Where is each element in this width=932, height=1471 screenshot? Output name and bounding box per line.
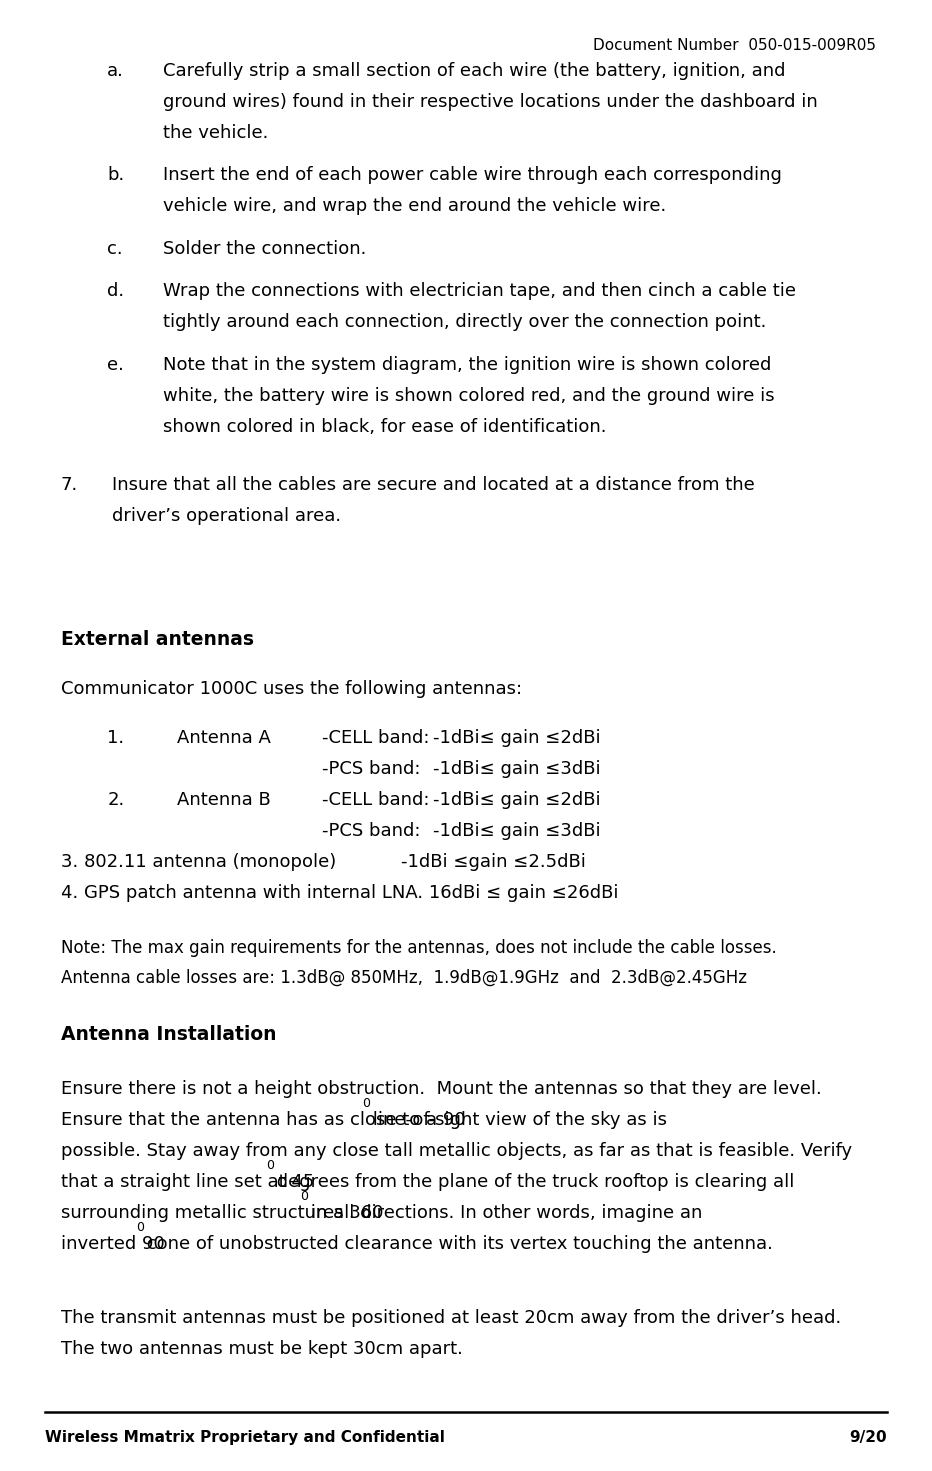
Text: 0: 0 [266, 1159, 274, 1172]
Text: tightly around each connection, directly over the connection point.: tightly around each connection, directly… [163, 313, 766, 331]
Text: e.: e. [107, 356, 124, 374]
Text: Insert the end of each power cable wire through each corresponding: Insert the end of each power cable wire … [163, 166, 782, 184]
Text: b.: b. [107, 166, 125, 184]
Text: Antenna B: Antenna B [177, 791, 271, 809]
Text: 0: 0 [136, 1221, 144, 1234]
Text: the vehicle.: the vehicle. [163, 124, 268, 141]
Text: d.: d. [107, 282, 124, 300]
Text: -1dBi≤ gain ≤3dBi: -1dBi≤ gain ≤3dBi [433, 761, 601, 778]
Text: The two antennas must be kept 30cm apart.: The two antennas must be kept 30cm apart… [61, 1340, 462, 1358]
Text: driver’s operational area.: driver’s operational area. [112, 507, 341, 525]
Text: Communicator 1000C uses the following antennas:: Communicator 1000C uses the following an… [61, 680, 522, 697]
Text: surrounding metallic structures 360: surrounding metallic structures 360 [61, 1203, 383, 1222]
Text: Wireless Mmatrix Proprietary and Confidential: Wireless Mmatrix Proprietary and Confide… [45, 1430, 445, 1445]
Text: in all directions. In other words, imagine an: in all directions. In other words, imagi… [305, 1203, 703, 1222]
Text: Antenna A: Antenna A [177, 730, 271, 747]
Text: -1dBi≤ gain ≤2dBi: -1dBi≤ gain ≤2dBi [433, 730, 601, 747]
Text: Document Number  050-015-009R05: Document Number 050-015-009R05 [593, 38, 876, 53]
Text: -1dBi≤ gain ≤3dBi: -1dBi≤ gain ≤3dBi [433, 822, 601, 840]
Text: 0: 0 [362, 1097, 370, 1111]
Text: degrees from the plane of the truck rooftop is clearing all: degrees from the plane of the truck roof… [270, 1172, 794, 1192]
Text: c.: c. [107, 240, 123, 257]
Text: possible. Stay away from any close tall metallic objects, as far as that is feas: possible. Stay away from any close tall … [61, 1141, 852, 1161]
Text: Insure that all the cables are secure and located at a distance from the: Insure that all the cables are secure an… [112, 477, 755, 494]
Text: Solder the connection.: Solder the connection. [163, 240, 366, 257]
Text: line-of-sight view of the sky as is: line-of-sight view of the sky as is [366, 1111, 666, 1130]
Text: External antennas: External antennas [61, 631, 254, 649]
Text: a.: a. [107, 62, 124, 79]
Text: vehicle wire, and wrap the end around the vehicle wire.: vehicle wire, and wrap the end around th… [163, 197, 666, 215]
Text: 9/20: 9/20 [850, 1430, 887, 1445]
Text: cone of unobstructed clearance with its vertex touching the antenna.: cone of unobstructed clearance with its … [141, 1234, 773, 1253]
Text: 7.: 7. [61, 477, 78, 494]
Text: shown colored in black, for ease of identification.: shown colored in black, for ease of iden… [163, 418, 607, 435]
Text: white, the battery wire is shown colored red, and the ground wire is: white, the battery wire is shown colored… [163, 387, 774, 405]
Text: Note: The max gain requirements for the antennas, does not include the cable los: Note: The max gain requirements for the … [61, 940, 776, 958]
Text: ground wires) found in their respective locations under the dashboard in: ground wires) found in their respective … [163, 93, 818, 110]
Text: -PCS band:: -PCS band: [322, 761, 420, 778]
Text: that a straight line set at 45: that a straight line set at 45 [61, 1172, 314, 1192]
Text: inverted 90: inverted 90 [61, 1234, 164, 1253]
Text: The transmit antennas must be positioned at least 20cm away from the driver’s he: The transmit antennas must be positioned… [61, 1309, 841, 1327]
Text: Wrap the connections with electrician tape, and then cinch a cable tie: Wrap the connections with electrician ta… [163, 282, 796, 300]
Text: 3. 802.11 antenna (monopole): 3. 802.11 antenna (monopole) [61, 853, 336, 871]
Text: -PCS band:: -PCS band: [322, 822, 420, 840]
Text: Ensure there is not a height obstruction.  Mount the antennas so that they are l: Ensure there is not a height obstruction… [61, 1080, 821, 1099]
Text: -1dBi ≤gain ≤2.5dBi: -1dBi ≤gain ≤2.5dBi [401, 853, 585, 871]
Text: 2.: 2. [107, 791, 125, 809]
Text: Antenna cable losses are: 1.3dB@ 850MHz,  1.9dB@1.9GHz  and  2.3dB@2.45GHz: Antenna cable losses are: 1.3dB@ 850MHz,… [61, 969, 747, 987]
Text: 4. GPS patch antenna with internal LNA. 16dBi ≤ gain ≤26dBi: 4. GPS patch antenna with internal LNA. … [61, 884, 618, 902]
Text: Ensure that the antenna has as close to a 90: Ensure that the antenna has as close to … [61, 1111, 465, 1130]
Text: 0: 0 [300, 1190, 308, 1203]
Text: -1dBi≤ gain ≤2dBi: -1dBi≤ gain ≤2dBi [433, 791, 601, 809]
Text: Note that in the system diagram, the ignition wire is shown colored: Note that in the system diagram, the ign… [163, 356, 772, 374]
Text: Carefully strip a small section of each wire (the battery, ignition, and: Carefully strip a small section of each … [163, 62, 786, 79]
Text: -CELL band:: -CELL band: [322, 730, 429, 747]
Text: -CELL band:: -CELL band: [322, 791, 429, 809]
Text: Antenna Installation: Antenna Installation [61, 1025, 276, 1044]
Text: 1.: 1. [107, 730, 124, 747]
